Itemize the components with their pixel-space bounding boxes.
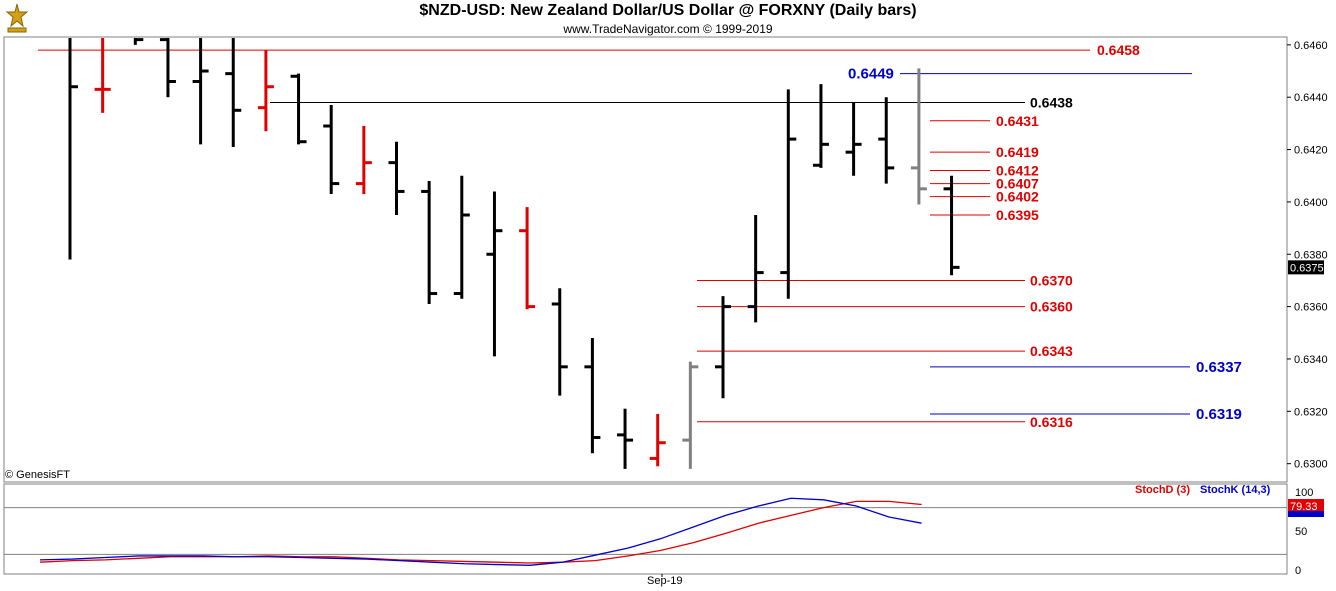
ohlc-bar — [812, 84, 829, 168]
price-panel-border — [3, 36, 1288, 483]
ohlc-bar — [617, 408, 634, 469]
level-label: 0.6370 — [1030, 272, 1073, 288]
ohlc-bar — [715, 296, 731, 399]
level-label: 0.6407 — [996, 176, 1039, 192]
stochd-last-value: 79.33 — [1290, 501, 1318, 513]
stochastic-tick-label: 100 — [1295, 487, 1313, 499]
ohlc-bar — [453, 175, 470, 299]
trade-navigator-logo-icon — [2, 2, 32, 34]
level-label: 0.6316 — [1030, 414, 1073, 430]
chart-subtitle: www.TradeNavigator.com © 1999-2019 — [563, 22, 773, 36]
chart-frame — [3, 36, 1288, 575]
stochastic-panel-border — [3, 483, 1288, 575]
ohlc-bar — [225, 38, 242, 147]
stochastic-line — [39, 497, 922, 566]
level-label: 0.6319 — [1196, 406, 1242, 423]
ohlc-bar — [159, 38, 176, 98]
level-label: 0.6343 — [1030, 343, 1073, 359]
ohlc-bar — [290, 73, 307, 145]
ohlc-bar — [519, 207, 536, 310]
chart-title: $NZD-USD: New Zealand Dollar/US Dollar @… — [419, 2, 917, 19]
ohlc-bar — [68, 38, 78, 260]
level-label: 0.6449 — [848, 66, 894, 83]
level-label: 0.6402 — [996, 189, 1039, 205]
y-tick-label: 0.6300 — [1294, 459, 1328, 471]
ohlc-bar — [94, 38, 111, 113]
ohlc-bar — [192, 38, 209, 145]
price-bars — [68, 38, 960, 469]
level-label: 0.6438 — [1030, 94, 1073, 110]
y-tick-label: 0.6340 — [1294, 354, 1328, 366]
price-levels: 0.64580.64490.64380.64310.64190.64120.64… — [38, 42, 1242, 430]
ohlc-bar — [486, 191, 503, 357]
price-axis: 0.6460 0.6440 0.6420 0.6400 0.6380 0.6360 0.63… — [1287, 40, 1328, 471]
legend-stochk: StochK (14,3) — [1200, 484, 1271, 496]
level-label: 0.6337 — [1196, 359, 1242, 376]
ohlc-bar — [649, 413, 666, 467]
ohlc-bar — [421, 180, 438, 304]
ohlc-bar — [682, 361, 699, 469]
level-label: 0.6419 — [996, 144, 1039, 160]
ohlc-bar — [747, 215, 764, 323]
stochastic-tick-label: 0 — [1295, 565, 1301, 577]
stochastic-panel: 100 50 0 StochD (3) StochK (14,3) 79.33 Sep-19 — [4, 484, 1324, 587]
ohlc-bar — [584, 338, 601, 454]
copyright-label: © GenesisFT — [5, 469, 70, 481]
y-tick-label: 0.6360 — [1294, 302, 1328, 314]
ohlc-bar — [257, 50, 274, 132]
ohlc-bar — [845, 102, 862, 176]
ohlc-bar — [388, 141, 405, 215]
last-price-label: 0.6375 — [1290, 262, 1324, 274]
level-label: 0.6458 — [1097, 42, 1140, 58]
level-label: 0.6395 — [996, 207, 1039, 223]
ohlc-bar — [780, 89, 797, 299]
stochd-last-tag — [1288, 499, 1324, 512]
y-tick-label: 0.6420 — [1294, 145, 1328, 157]
level-label: 0.6431 — [996, 113, 1039, 129]
y-tick-label: 0.6460 — [1294, 40, 1328, 52]
y-tick-label: 0.6380 — [1294, 249, 1328, 261]
ohlc-bar — [943, 175, 960, 276]
ohlc-bar — [551, 288, 568, 396]
level-label: 0.6360 — [1030, 299, 1073, 315]
y-tick-label: 0.6320 — [1294, 406, 1328, 418]
last-price-tag — [1288, 260, 1324, 275]
stochastic-tick-label: 50 — [1295, 526, 1307, 538]
stochk-last-tag — [1288, 511, 1324, 517]
ohlc-bar — [878, 97, 895, 184]
ohlc-bar — [323, 105, 340, 195]
ohlc-bar — [133, 38, 144, 45]
ohlc-bar — [910, 68, 927, 205]
x-tick-label: Sep-19 — [647, 575, 682, 587]
stochastic-line — [39, 500, 922, 564]
y-tick-label: 0.6440 — [1294, 92, 1328, 104]
level-label: 0.6412 — [996, 163, 1039, 179]
ohlc-bar — [355, 126, 372, 195]
y-tick-label: 0.6400 — [1294, 197, 1328, 209]
legend-stochd: StochD (3) — [1135, 484, 1190, 496]
